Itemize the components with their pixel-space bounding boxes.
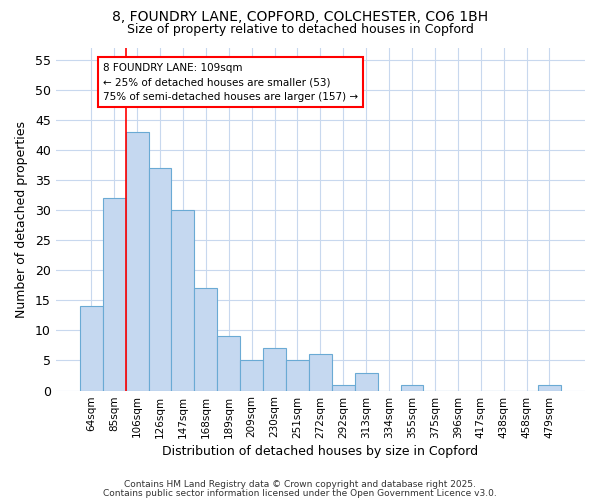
X-axis label: Distribution of detached houses by size in Copford: Distribution of detached houses by size … bbox=[163, 444, 478, 458]
Text: 8 FOUNDRY LANE: 109sqm
← 25% of detached houses are smaller (53)
75% of semi-det: 8 FOUNDRY LANE: 109sqm ← 25% of detached… bbox=[103, 62, 358, 102]
Bar bbox=[80, 306, 103, 390]
Text: 8, FOUNDRY LANE, COPFORD, COLCHESTER, CO6 1BH: 8, FOUNDRY LANE, COPFORD, COLCHESTER, CO… bbox=[112, 10, 488, 24]
Bar bbox=[194, 288, 217, 390]
Bar bbox=[172, 210, 194, 390]
Bar bbox=[217, 336, 240, 390]
Y-axis label: Number of detached properties: Number of detached properties bbox=[15, 120, 28, 318]
Bar bbox=[103, 198, 125, 390]
Bar bbox=[149, 168, 172, 390]
Bar bbox=[538, 384, 561, 390]
Text: Contains public sector information licensed under the Open Government Licence v3: Contains public sector information licen… bbox=[103, 488, 497, 498]
Bar bbox=[332, 384, 355, 390]
Bar bbox=[355, 372, 377, 390]
Bar bbox=[286, 360, 309, 390]
Bar bbox=[401, 384, 424, 390]
Bar bbox=[309, 354, 332, 390]
Bar bbox=[263, 348, 286, 391]
Bar bbox=[240, 360, 263, 390]
Text: Size of property relative to detached houses in Copford: Size of property relative to detached ho… bbox=[127, 22, 473, 36]
Bar bbox=[125, 132, 149, 390]
Text: Contains HM Land Registry data © Crown copyright and database right 2025.: Contains HM Land Registry data © Crown c… bbox=[124, 480, 476, 489]
